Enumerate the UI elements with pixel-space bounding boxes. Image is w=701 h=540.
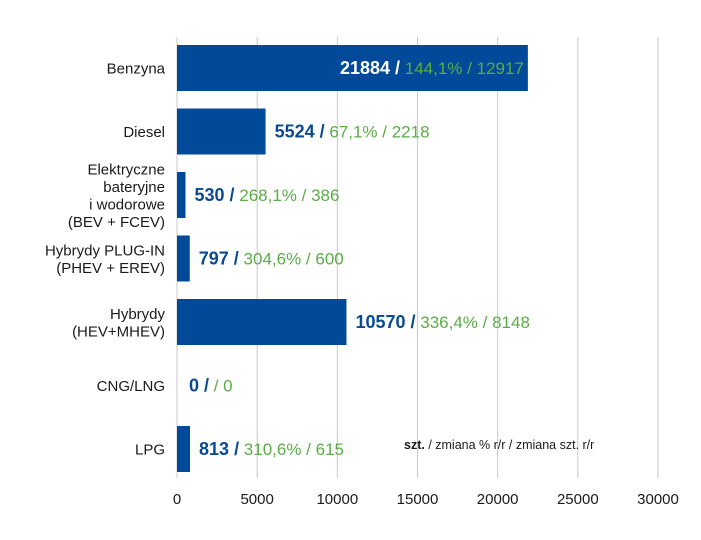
- bar: [177, 426, 191, 472]
- category-labels: Benzyna Diesel Elektryczne bateryjne i wodor…: [45, 61, 166, 459]
- legend-note: szt. / zmiana % r/r / zmiana szt. r/r: [404, 438, 594, 452]
- x-tick-label: 0: [173, 491, 181, 508]
- bar-value-label: 5524 / 67,1% / 2218: [275, 122, 430, 142]
- bar-value-label: 21884 / 144,1% / 12917: [340, 58, 524, 78]
- category-label: Benzyna: [107, 61, 166, 78]
- x-axis-tick-labels: 0 5000 10000 15000 20000 25000 30000: [173, 491, 679, 508]
- bars: [177, 45, 528, 472]
- category-label: Hybrydy (HEV+MHEV): [72, 306, 165, 341]
- bar-value-label: 813 / 310,6% / 615: [199, 439, 344, 459]
- x-tick-label: 30000: [637, 491, 679, 508]
- category-label: Hybrydy PLUG-IN (PHEV + EREV): [45, 242, 165, 277]
- x-tick-label: 15000: [397, 491, 439, 508]
- x-tick-label: 10000: [316, 491, 358, 508]
- legend-note-rest: / zmiana % r/r / zmiana szt. r/r: [424, 438, 595, 452]
- bar: [177, 45, 528, 91]
- category-label: CNG/LNG: [97, 378, 165, 395]
- category-label: Diesel: [123, 124, 165, 141]
- bar: [177, 108, 266, 155]
- category-label: LPG: [135, 442, 165, 459]
- bar: [177, 235, 190, 282]
- bar-value-labels: 21884 / 144,1% / 12917 5524 / 67,1% / 221…: [189, 58, 530, 459]
- x-tick-label: 20000: [477, 491, 519, 508]
- bar: [177, 299, 347, 345]
- bar: [177, 172, 186, 218]
- bar-value-label: 10570 / 336,4% / 8148: [355, 312, 529, 332]
- legend-note-bold: szt.: [404, 438, 425, 452]
- category-label: Elektryczne bateryjne i wodorowe (BEV + FCE…: [68, 161, 165, 231]
- x-tick-label: 5000: [240, 491, 273, 508]
- bar-value-label: 0 / / 0: [189, 376, 233, 396]
- bar-value-label: 530 / 268,1% / 386: [194, 185, 339, 205]
- x-tick-label: 25000: [557, 491, 599, 508]
- bar-value-label: 797 / 304,6% / 600: [199, 249, 344, 269]
